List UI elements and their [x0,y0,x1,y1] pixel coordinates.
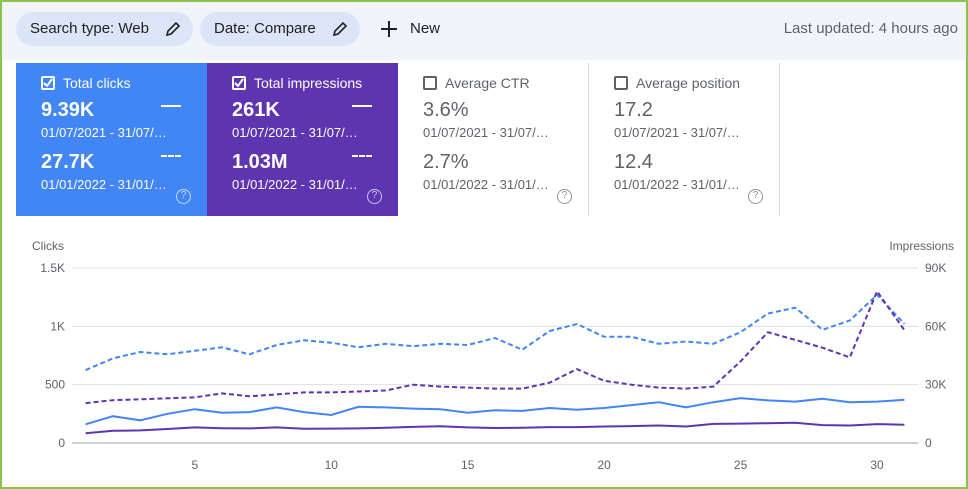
series-line [85,421,905,435]
metric-card[interactable]: Average CTR 3.6% 01/07/2021 - 31/07/… 2.7% 0… [398,63,589,216]
x-tick-label: 5 [191,458,198,472]
y2-tick-label: 0 [925,436,932,450]
y2-axis-title: Impressions [889,239,954,253]
y2-tick-label: 90K [925,261,946,275]
card-label: Average CTR [423,73,588,93]
x-tick-label: 25 [734,458,748,472]
card-value: 27.7K [41,151,95,173]
card-label-text: Total impressions [254,75,363,91]
card-date: 01/07/2021 - 31/07/… [423,125,549,140]
card-label-text: Average CTR [445,75,530,91]
help-icon: ? [557,189,572,204]
card-value: 17.2 [614,99,653,121]
metric-card[interactable]: Total clicks 9.39K 01/07/2021 - 31/07/… 27.… [16,63,207,216]
y2-tick-label: 30K [925,378,946,392]
checkbox [41,76,55,90]
checkbox [423,76,437,90]
card-date: 01/07/2021 - 31/07/… [614,125,740,140]
series-line [85,293,906,372]
card-label: Total impressions [232,73,398,93]
checkbox [614,76,628,90]
card-date: 01/07/2021 - 31/07/… [232,125,358,140]
card-value: 1.03M [232,151,288,173]
chip-text: Date: Compare [214,20,316,37]
chip-text: Search type: Web [30,20,149,37]
card-label: Total clicks [41,73,207,93]
card-value: 2.7% [423,151,469,173]
x-tick-label: 30 [870,458,884,472]
line-indicator [352,105,372,107]
card-date: 01/01/2022 - 31/01/… [423,177,549,192]
chip[interactable]: Search type: Web [16,12,193,46]
line-indicator [161,155,181,157]
card-value: 261K [232,99,280,121]
card-date: 01/01/2022 - 31/01/… [41,177,167,192]
x-tick-label: 20 [597,458,611,472]
metric-card[interactable]: Total impressions 261K 01/07/2021 - 31/07/… [207,63,398,216]
chart: Clicks Impressions 0 500 1K 1.5K 0 30K 60K 90K 5 10… [32,239,954,472]
series-line [85,289,906,405]
card-label-text: Total clicks [63,75,131,91]
card-value: 12.4 [614,151,653,173]
line-indicator [161,105,181,107]
series-line [85,397,905,426]
card-value: 3.6% [423,99,469,121]
edit-icon [165,21,181,37]
x-tick-label: 10 [325,458,339,472]
x-tick-label: 15 [461,458,475,472]
chip[interactable]: Date: Compare [200,12,360,46]
card-date: 01/01/2022 - 31/01/… [232,177,358,192]
plus-icon [381,21,397,37]
card-label: Average position [614,73,779,93]
y-tick-label: 1.5K [40,261,65,275]
y-tick-label: 0 [58,436,65,450]
help-icon: ? [367,189,382,204]
y-tick-label: 500 [45,378,65,392]
toolbar: Search type: Web Date: Compare New Last … [2,2,966,60]
card-value: 9.39K [41,99,95,121]
y-axis-title: Clicks [32,239,64,253]
card-date: 01/01/2022 - 31/01/… [614,177,740,192]
edit-icon [332,21,347,37]
help-icon: ? [176,189,191,204]
new-button[interactable]: New [380,12,440,46]
last-updated: Last updated: 4 hours ago [783,20,958,37]
card-label-text: Average position [636,75,741,91]
card-date: 01/07/2021 - 31/07/… [41,125,167,140]
checkbox [232,76,246,90]
help-icon: ? [748,189,763,204]
new-text: New [410,20,441,37]
metric-card[interactable]: Average position 17.2 01/07/2021 - 31/07/…… [589,63,780,216]
line-indicator [352,155,372,157]
y2-tick-label: 60K [925,319,946,333]
y-tick-label: 1K [50,319,65,333]
